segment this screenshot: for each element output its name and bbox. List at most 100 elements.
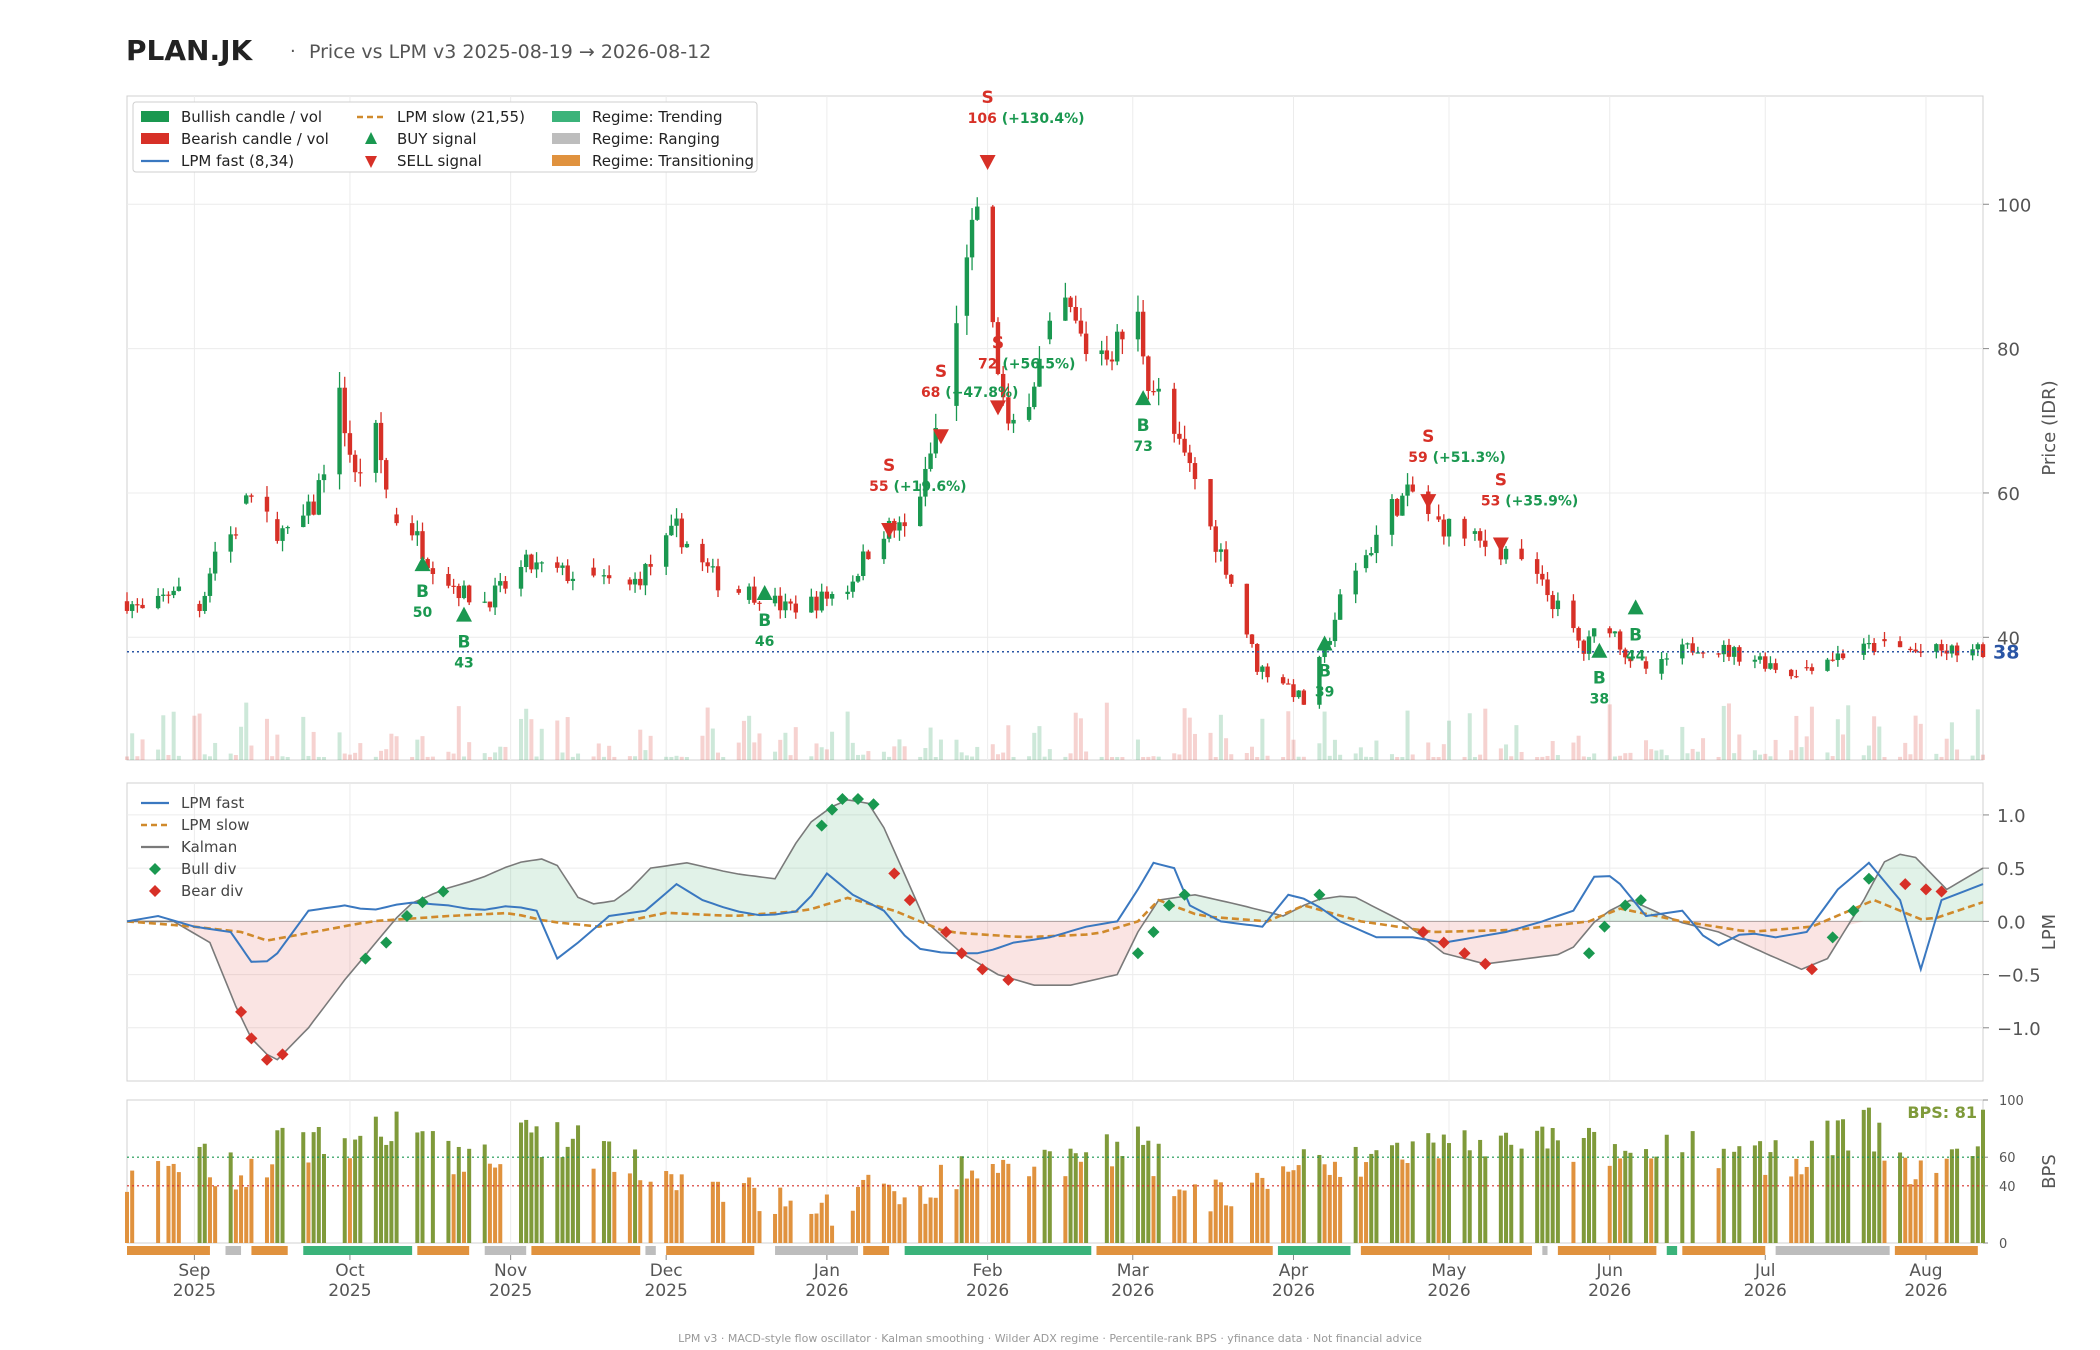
volume-bar	[249, 745, 254, 760]
candle-bullish	[1695, 652, 1701, 654]
candle-bullish	[772, 595, 778, 604]
candle-bullish	[1503, 548, 1509, 560]
volume-bar	[565, 717, 570, 760]
candle-bearish	[1223, 549, 1229, 575]
volume-bar	[285, 757, 290, 760]
volume-bar	[1799, 747, 1804, 760]
bull-divergence-marker	[867, 798, 880, 811]
volume-bar	[1861, 755, 1866, 760]
bear-divergence-marker	[1919, 883, 1932, 896]
bps-bar	[389, 1141, 394, 1243]
last-price-label: 38	[1993, 642, 2019, 664]
bps-bar	[1400, 1159, 1405, 1243]
bps-bar	[1628, 1152, 1633, 1243]
volume-bar	[892, 746, 897, 760]
bps-bar	[1835, 1120, 1840, 1243]
candle-bearish	[1140, 311, 1146, 357]
bps-bar	[1789, 1176, 1794, 1243]
bps-bar	[529, 1132, 534, 1243]
bps-ytick-label: 0	[1999, 1237, 2007, 1252]
candle-bearish	[446, 573, 451, 586]
buy-signal-label: B	[1318, 662, 1331, 682]
volume-bar	[1519, 751, 1524, 760]
bear-divergence-marker	[955, 947, 968, 960]
bps-bar	[1208, 1211, 1213, 1243]
candle-bearish	[1540, 573, 1545, 580]
volume-bar	[1768, 756, 1773, 760]
bps-bar	[669, 1174, 674, 1243]
candle-bullish	[1731, 647, 1737, 657]
bull-divergence-marker	[1619, 899, 1632, 912]
bps-bar	[1758, 1141, 1763, 1243]
regime-band-ranging	[775, 1246, 858, 1255]
bps-bar	[1752, 1145, 1757, 1243]
candle-bullish	[212, 551, 218, 574]
volume-bar	[1949, 722, 1954, 760]
candle-bullish	[1825, 659, 1830, 671]
bps-bar	[213, 1186, 218, 1243]
volume-bar	[192, 715, 197, 760]
buy-signal-label: B	[1593, 669, 1606, 689]
bps-bar	[1395, 1142, 1400, 1243]
bps-bar	[928, 1197, 933, 1243]
volume-bar	[451, 753, 456, 760]
candle-bearish	[565, 565, 570, 582]
volume-bar	[311, 731, 316, 760]
regime-band-transitioning	[417, 1246, 470, 1255]
legend-buy-marker	[365, 132, 377, 144]
lpm-legend: LPM fast LPM slow Kalman Bull div Bear div	[141, 794, 250, 900]
volume-bar	[627, 756, 632, 760]
candle-bearish	[1737, 647, 1742, 662]
candle-bullish	[1586, 636, 1592, 654]
bull-divergence-marker	[1131, 947, 1144, 960]
volume-bar	[384, 749, 389, 760]
regime-band-trending	[904, 1246, 1092, 1255]
volume-bar	[1353, 753, 1358, 760]
candle-bullish	[1374, 534, 1379, 554]
volume-bar	[975, 746, 980, 760]
candle-bearish	[1286, 683, 1291, 685]
volume-bar	[176, 755, 181, 760]
buy-signal-label: B	[416, 582, 429, 602]
bps-bar	[710, 1181, 715, 1243]
candle-bullish	[482, 601, 487, 603]
candle-bullish	[601, 575, 607, 577]
candle-bearish	[1908, 648, 1913, 651]
volume-bar	[1177, 754, 1182, 760]
volume-bar	[1472, 756, 1477, 760]
candle-bullish	[819, 591, 824, 611]
volume-bar	[747, 715, 752, 760]
candle-bullish	[1768, 663, 1773, 669]
volume-bar	[353, 752, 358, 760]
candle-bullish	[523, 554, 529, 568]
candle-bearish	[135, 604, 140, 606]
bps-ytick-label: 60	[1999, 1151, 2016, 1166]
volume-bar	[1006, 725, 1011, 760]
volume-bar	[741, 720, 746, 760]
volume-bar	[1981, 754, 1985, 760]
volume-bar	[1286, 711, 1291, 760]
footer-note: LPM v3 · MACD-style flow oscillator · Ka…	[678, 1332, 1422, 1345]
candle-bearish	[736, 589, 741, 593]
lpm-slow-line	[126, 896, 1984, 942]
regime-band-ranging	[645, 1246, 656, 1255]
candle-bullish	[1317, 656, 1322, 705]
bps-bar	[1027, 1176, 1032, 1243]
bps-bar	[1291, 1170, 1296, 1243]
candle-bullish	[1037, 358, 1042, 387]
volume-bar	[482, 753, 487, 760]
bull-divergence-marker	[1634, 894, 1647, 907]
candle-bearish	[1146, 356, 1151, 391]
volume-bar	[1441, 744, 1446, 760]
bps-bar	[1467, 1150, 1472, 1243]
bps-bar	[1732, 1151, 1737, 1243]
candle-bearish	[1229, 574, 1234, 584]
bull-divergence-marker	[836, 792, 849, 805]
volume-bar	[648, 735, 653, 760]
bps-bar	[176, 1172, 181, 1243]
volume-bar	[607, 745, 612, 760]
bull-divergence-marker	[1598, 920, 1611, 933]
regime-band-ranging	[1775, 1246, 1890, 1255]
volume-bar	[1265, 755, 1270, 760]
candle-bearish	[1576, 628, 1581, 641]
